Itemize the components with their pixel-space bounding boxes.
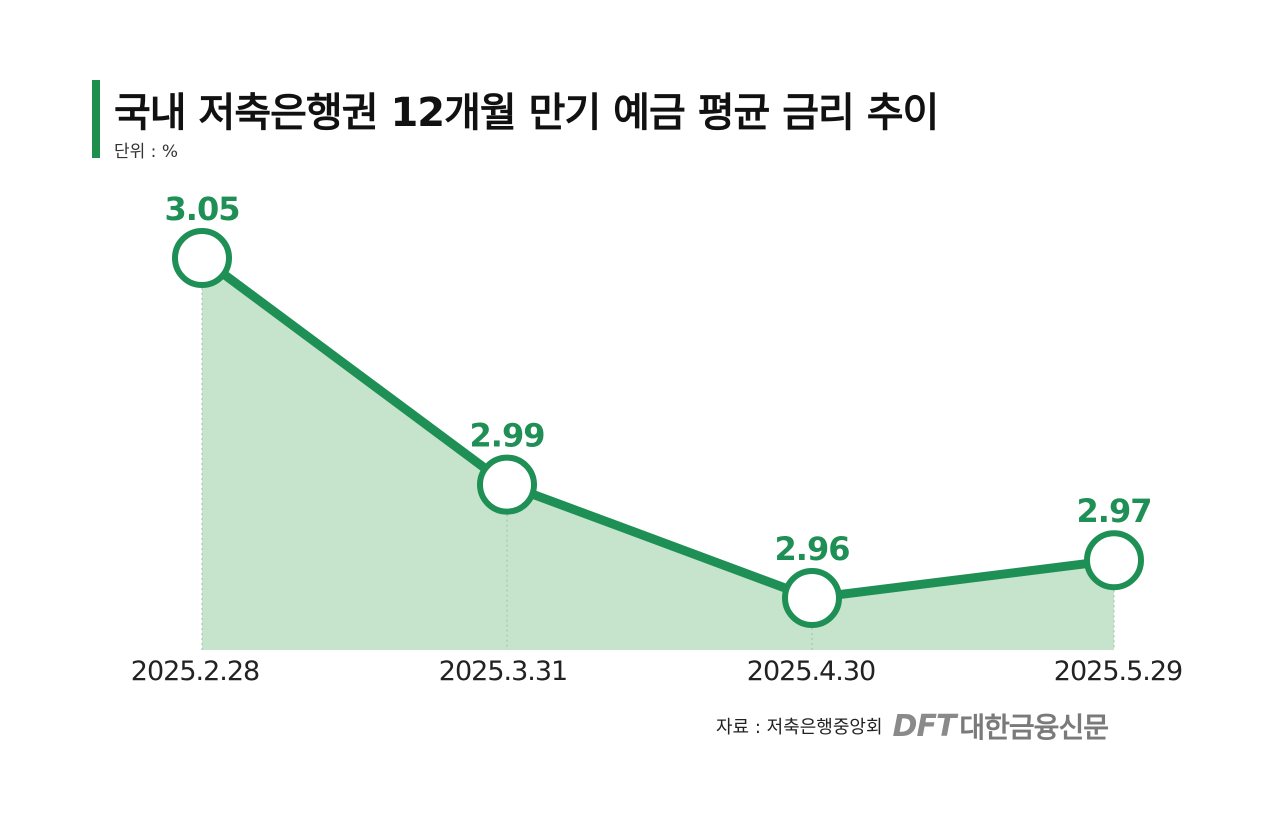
- area-fill: [202, 258, 1114, 650]
- x-tick-label: 2025.3.31: [439, 656, 567, 687]
- x-tick-label: 2025.4.30: [747, 656, 875, 687]
- x-tick-label: 2025.2.28: [131, 656, 259, 687]
- data-label: 2.97: [1077, 492, 1152, 530]
- chart-title: 국내 저축은행권 12개월 만기 예금 평균 금리 추이: [114, 90, 939, 136]
- title-accent-bar: [92, 80, 100, 158]
- data-point: [782, 568, 842, 628]
- x-tick-label: 2025.5.29: [1054, 656, 1182, 687]
- data-point: [172, 228, 232, 288]
- data-label: 3.05: [165, 190, 240, 228]
- series-line: [197, 253, 1119, 603]
- publisher-logo: DFT 대한금융신문: [892, 706, 1109, 746]
- data-point: [1084, 530, 1144, 591]
- data-point: [477, 454, 537, 515]
- source-text: 자료 : 저축은행중앙회: [716, 717, 883, 738]
- data-label: 2.99: [470, 417, 545, 455]
- logo-name: 대한금융신문: [959, 711, 1109, 744]
- source-line: 자료 : 저축은행중앙회 DFT 대한금융신문: [716, 706, 1109, 746]
- data-label: 2.96: [775, 530, 850, 568]
- unit-label: 단위 : %: [114, 142, 178, 162]
- logo-mark: DFT: [892, 708, 957, 744]
